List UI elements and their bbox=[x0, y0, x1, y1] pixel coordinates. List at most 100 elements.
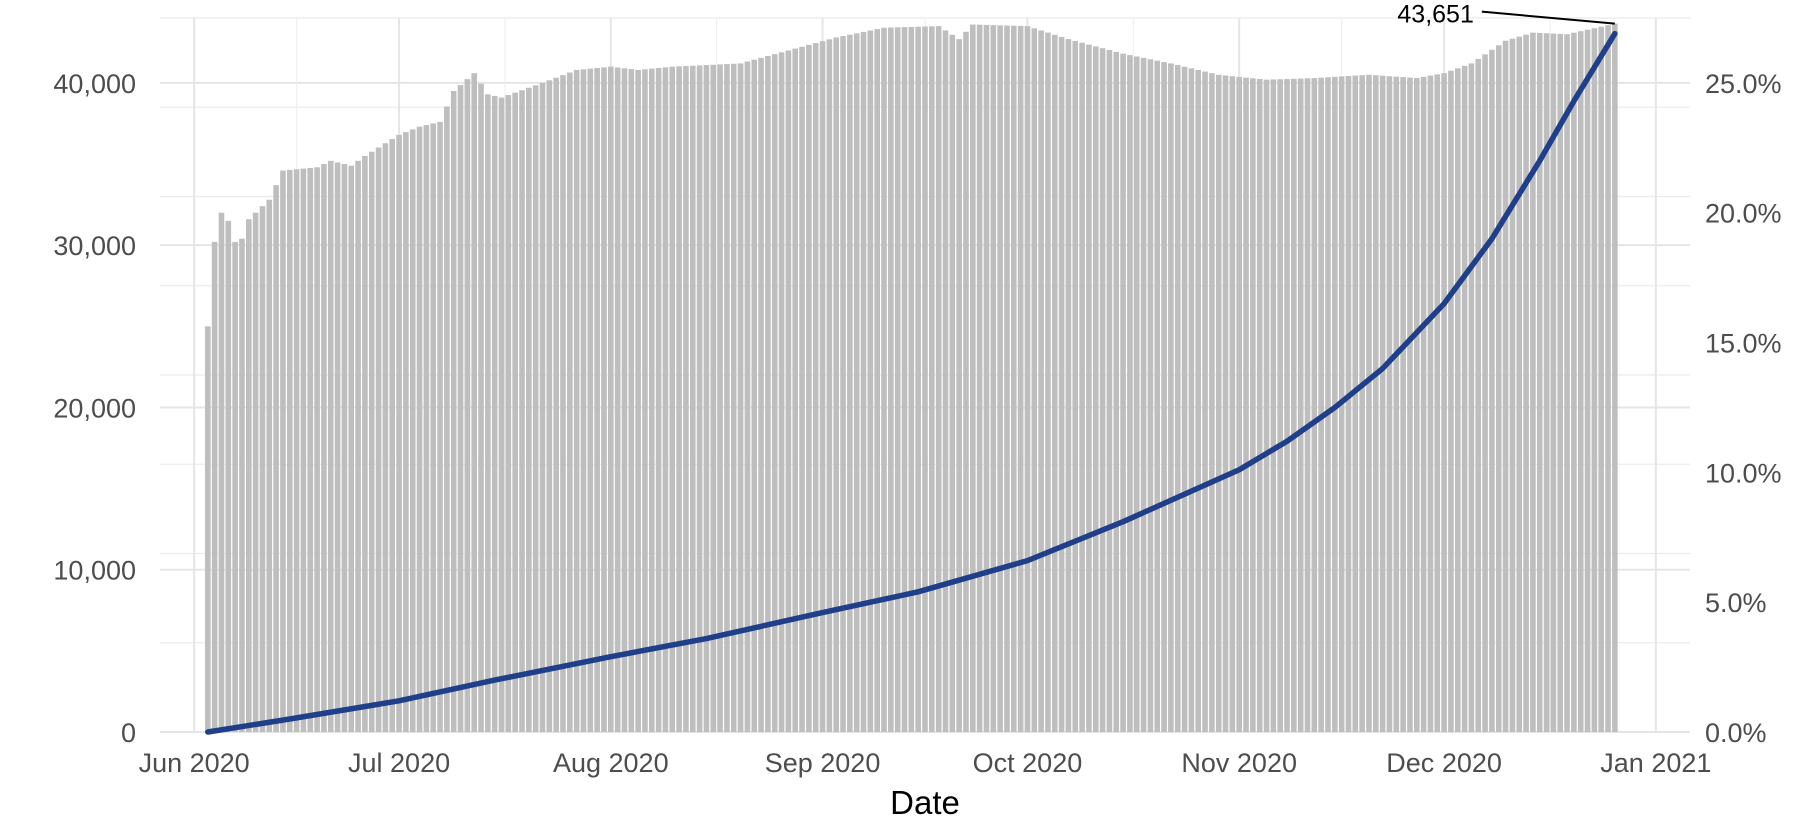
bar bbox=[1530, 32, 1536, 732]
bar bbox=[348, 165, 355, 732]
bar bbox=[1038, 30, 1044, 732]
y2-tick-label: 20.0% bbox=[1705, 199, 1782, 229]
bar bbox=[1550, 33, 1557, 732]
bar bbox=[273, 185, 279, 732]
bar bbox=[942, 30, 949, 732]
bar bbox=[1229, 76, 1236, 733]
bar bbox=[826, 39, 833, 733]
x-tick-label: Sep 2020 bbox=[765, 748, 881, 778]
y-axis-right-labels: 0.0% 5.0% 10.0% 15.0% 20.0% 25.0% bbox=[1705, 69, 1782, 748]
bar bbox=[901, 27, 908, 732]
bar bbox=[1536, 32, 1543, 733]
bar bbox=[1386, 76, 1393, 733]
bar bbox=[1195, 69, 1202, 733]
bar bbox=[505, 95, 512, 733]
bar bbox=[430, 123, 437, 732]
bar bbox=[724, 64, 730, 733]
x-axis-labels: Jun 2020 Jul 2020 Aug 2020 Sep 2020 Oct 2020… bbox=[139, 748, 1712, 778]
bar bbox=[751, 59, 758, 732]
bar bbox=[409, 129, 416, 733]
y-tick-label: 0 bbox=[121, 718, 136, 748]
bar bbox=[894, 27, 901, 732]
bar bbox=[1250, 78, 1256, 733]
x-tick-label: Nov 2020 bbox=[1181, 748, 1297, 778]
bar bbox=[812, 43, 819, 732]
bar bbox=[853, 33, 860, 733]
bar bbox=[669, 66, 676, 732]
bar bbox=[1366, 74, 1372, 732]
bar bbox=[765, 56, 771, 732]
bar bbox=[778, 52, 785, 733]
bar bbox=[416, 126, 423, 733]
bar bbox=[771, 54, 778, 732]
bar bbox=[1359, 75, 1365, 733]
bar bbox=[286, 169, 293, 732]
bar bbox=[532, 85, 539, 732]
bar bbox=[573, 69, 580, 733]
bar bbox=[792, 48, 799, 733]
bar bbox=[1516, 36, 1523, 732]
x-tick-label: Oct 2020 bbox=[973, 748, 1083, 778]
bar bbox=[1407, 77, 1413, 732]
bar bbox=[450, 91, 457, 733]
bar bbox=[648, 68, 655, 732]
bar bbox=[908, 26, 915, 733]
bar bbox=[1092, 46, 1099, 733]
bar bbox=[915, 26, 921, 732]
bar bbox=[1106, 50, 1113, 732]
cumulative-line bbox=[205, 30, 1618, 735]
bar bbox=[601, 67, 607, 732]
bar bbox=[642, 69, 648, 732]
bar bbox=[382, 143, 389, 733]
bar bbox=[1612, 23, 1618, 732]
bar bbox=[655, 67, 662, 733]
bar bbox=[614, 67, 621, 733]
bar bbox=[956, 39, 962, 732]
bar bbox=[1373, 75, 1379, 732]
bar bbox=[321, 164, 327, 732]
bar bbox=[1311, 78, 1318, 733]
bar bbox=[997, 25, 1003, 733]
bar bbox=[546, 80, 553, 732]
bar bbox=[1270, 79, 1277, 732]
bar bbox=[1291, 78, 1297, 732]
x-tick-label: Jun 2020 bbox=[139, 748, 250, 778]
bar bbox=[1352, 75, 1359, 733]
bar bbox=[375, 147, 382, 732]
x-tick-label: Dec 2020 bbox=[1386, 748, 1502, 778]
bar bbox=[519, 90, 525, 732]
bar bbox=[1400, 77, 1406, 732]
bar bbox=[232, 241, 238, 732]
annotation: 43,651 bbox=[1397, 1, 1615, 29]
x-tick-label: Aug 2020 bbox=[553, 748, 669, 778]
bar bbox=[1502, 40, 1509, 732]
bar bbox=[874, 29, 880, 733]
bar bbox=[1086, 44, 1092, 733]
bar bbox=[799, 46, 805, 732]
bar bbox=[314, 167, 320, 733]
bar bbox=[1489, 49, 1495, 732]
bar bbox=[703, 65, 710, 733]
bar bbox=[717, 64, 723, 732]
bar bbox=[225, 220, 232, 732]
bar bbox=[1072, 40, 1079, 733]
bar bbox=[1564, 34, 1570, 732]
bar bbox=[710, 64, 717, 732]
bar bbox=[1120, 53, 1126, 732]
bar bbox=[976, 24, 983, 733]
bar bbox=[211, 241, 218, 732]
bar bbox=[567, 72, 573, 733]
bar bbox=[423, 125, 430, 733]
bar bbox=[1188, 68, 1195, 732]
y-tick-label: 40,000 bbox=[53, 69, 136, 99]
bar bbox=[1209, 73, 1215, 732]
bar bbox=[1168, 63, 1174, 733]
bar bbox=[867, 30, 874, 732]
bar bbox=[580, 69, 587, 732]
bar bbox=[970, 24, 976, 733]
bar bbox=[1202, 71, 1208, 733]
bar bbox=[744, 61, 751, 733]
bar bbox=[498, 97, 505, 733]
bar bbox=[922, 26, 928, 733]
bar bbox=[1468, 63, 1475, 733]
